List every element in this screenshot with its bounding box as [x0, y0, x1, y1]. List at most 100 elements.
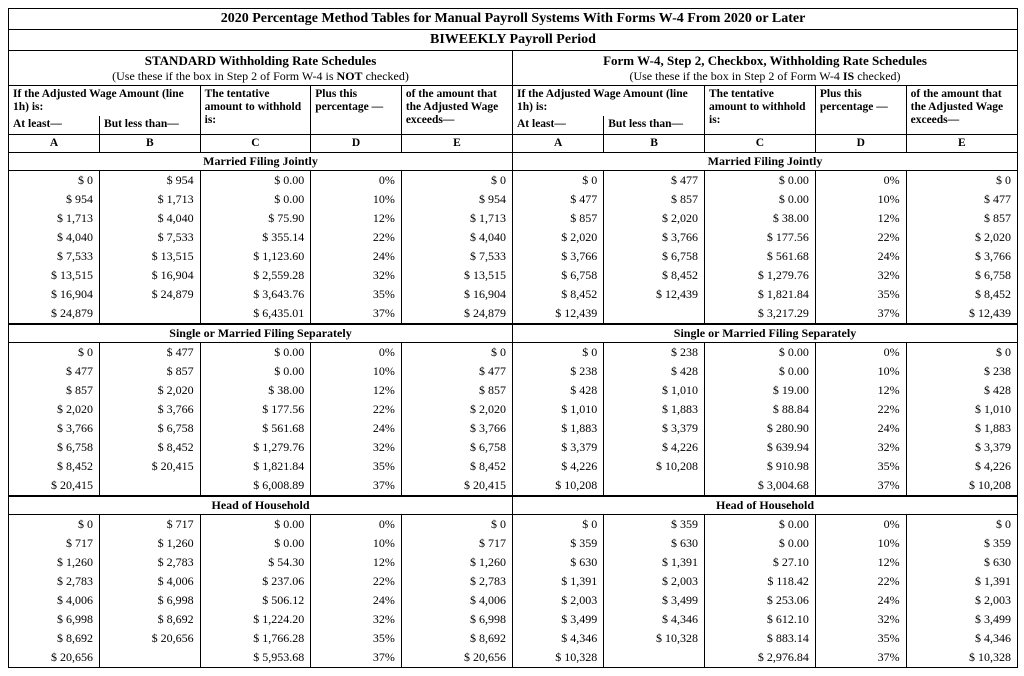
- table-row: $ 2,020$ 3,766$ 177.5622%$ 2,020: [9, 400, 512, 419]
- section-right-hoh: Head of Household $ 0$ 359$ 0.000%$ 0$ 3…: [513, 496, 1017, 667]
- table-cell: $ 20,656: [401, 648, 512, 667]
- table-cell: $ 4,040: [9, 228, 100, 247]
- table-cell: $ 0.00: [705, 171, 816, 190]
- table-cell: 37%: [311, 304, 402, 324]
- table-cell: $ 428: [906, 381, 1017, 400]
- table-cell: $ 1,713: [100, 190, 201, 209]
- table-cell: 10%: [311, 534, 402, 553]
- table-cell: 22%: [815, 400, 906, 419]
- section-left-smfs: Single or Married Filing Separately $ 0$…: [9, 324, 512, 496]
- table-cell: $ 238: [906, 362, 1017, 381]
- table-row: $ 16,904$ 24,879$ 3,643.7635%$ 16,904: [9, 285, 512, 304]
- table-cell: $ 4,006: [9, 591, 100, 610]
- hdr-col-a: A: [9, 134, 100, 152]
- table-row: $ 7,533$ 13,515$ 1,123.6024%$ 7,533: [9, 247, 512, 266]
- table-cell: $ 2,020: [604, 209, 705, 228]
- table-cell: $ 359: [906, 534, 1017, 553]
- table-cell: $ 857: [604, 190, 705, 209]
- table-row: $ 2,003$ 3,499$ 253.0624%$ 2,003: [513, 591, 1017, 610]
- table-cell: 12%: [815, 381, 906, 400]
- table-cell: $ 3,766: [604, 228, 705, 247]
- table-cell: $ 1,821.84: [705, 285, 816, 304]
- table-cell: $ 1,883: [906, 419, 1017, 438]
- table-cell: $ 2,020: [401, 400, 512, 419]
- table-cell: 10%: [311, 362, 402, 381]
- hdr-col-e: E: [906, 134, 1017, 152]
- table-cell: 24%: [311, 419, 402, 438]
- table-row: $ 238$ 428$ 0.0010%$ 238: [513, 362, 1017, 381]
- table-row: $ 6,758$ 8,452$ 1,279.7632%$ 6,758: [513, 266, 1017, 285]
- table-cell: $ 2,783: [401, 572, 512, 591]
- table-cell: $ 910.98: [705, 457, 816, 476]
- schedule-header-right: Form W-4, Step 2, Checkbox, Withholding …: [513, 51, 1017, 86]
- table-cell: $ 13,515: [401, 266, 512, 285]
- table-cell: 10%: [815, 362, 906, 381]
- table-cell: $ 1,010: [604, 381, 705, 400]
- table-cell: $ 428: [513, 381, 604, 400]
- table-cell: $ 3,766: [401, 419, 512, 438]
- table-cell: $ 16,904: [100, 266, 201, 285]
- table-cell: $ 54.30: [200, 553, 311, 572]
- table-cell: $ 717: [9, 534, 100, 553]
- hdr-butless: But less than—: [100, 116, 201, 134]
- table-cell: $ 6,998: [100, 591, 201, 610]
- table-cell: $ 630: [513, 553, 604, 572]
- table-row: $ 20,656$ 5,953.6837%$ 20,656: [9, 648, 512, 667]
- table-cell: $ 3,643.76: [200, 285, 311, 304]
- table-cell: 12%: [311, 553, 402, 572]
- table-cell: $ 24,879: [401, 304, 512, 324]
- table-cell: $ 38.00: [705, 209, 816, 228]
- table-cell: $ 1,713: [9, 209, 100, 228]
- table-cell: 35%: [815, 629, 906, 648]
- table-cell: $ 3,766: [9, 419, 100, 438]
- table-cell: 0%: [815, 343, 906, 362]
- hdr-plus: Plus this percentage —: [311, 86, 402, 134]
- table-cell: 35%: [815, 285, 906, 304]
- table-cell: $ 0.00: [200, 171, 311, 190]
- table-cell: $ 0.00: [200, 343, 311, 362]
- table-cell: $ 3,766: [100, 400, 201, 419]
- table-cell: 22%: [311, 572, 402, 591]
- table-cell: $ 630: [906, 553, 1017, 572]
- table-cell: $ 6,998: [401, 610, 512, 629]
- table-cell: $ 8,692: [100, 610, 201, 629]
- table-cell: $ 857: [513, 209, 604, 228]
- table-cell: $ 2,003: [604, 572, 705, 591]
- table-row: $ 24,879$ 6,435.0137%$ 24,879: [9, 304, 512, 324]
- section-right-smfs: Single or Married Filing Separately $ 0$…: [513, 324, 1017, 496]
- section-left-hoh: Head of Household $ 0$ 717$ 0.000%$ 0$ 7…: [9, 496, 512, 667]
- table-row: $ 8,452$ 12,439$ 1,821.8435%$ 8,452: [513, 285, 1017, 304]
- title-period: BIWEEKLY Payroll Period: [9, 30, 1017, 51]
- table-cell: $ 4,006: [100, 572, 201, 591]
- payroll-withholding-table: 2020 Percentage Method Tables for Manual…: [8, 8, 1018, 668]
- table-cell: $ 0.00: [200, 515, 311, 534]
- table-cell: $ 0: [9, 343, 100, 362]
- table-row: $ 12,439$ 3,217.2937%$ 12,439: [513, 304, 1017, 324]
- table-cell: $ 477: [9, 362, 100, 381]
- table-cell: $ 24,879: [100, 285, 201, 304]
- table-cell: $ 5,953.68: [200, 648, 311, 667]
- table-cell: $ 1,010: [906, 400, 1017, 419]
- table-cell: $ 0.00: [200, 190, 311, 209]
- data-table: $ 0$ 477$ 0.000%$ 0$ 477$ 857$ 0.0010%$ …: [513, 171, 1017, 324]
- table-cell: $ 19.00: [705, 381, 816, 400]
- table-cell: 37%: [815, 304, 906, 324]
- table-cell: $ 10,328: [604, 629, 705, 648]
- table-cell: $ 857: [906, 209, 1017, 228]
- table-cell: $ 24,879: [9, 304, 100, 324]
- table-cell: $ 2,003: [906, 591, 1017, 610]
- table-cell: 32%: [311, 438, 402, 457]
- table-cell: 10%: [815, 534, 906, 553]
- table-cell: $ 280.90: [705, 419, 816, 438]
- table-cell: $ 10,328: [906, 648, 1017, 667]
- table-cell: 24%: [815, 419, 906, 438]
- section-title: Married Filing Jointly: [513, 153, 1017, 171]
- table-cell: $ 3,379: [604, 419, 705, 438]
- table-cell: $ 6,998: [9, 610, 100, 629]
- hdr-col-d: D: [311, 134, 402, 152]
- table-cell: $ 0: [906, 343, 1017, 362]
- table-cell: 10%: [311, 190, 402, 209]
- table-cell: $ 13,515: [100, 247, 201, 266]
- table-cell: $ 0.00: [705, 362, 816, 381]
- table-cell: $ 16,904: [9, 285, 100, 304]
